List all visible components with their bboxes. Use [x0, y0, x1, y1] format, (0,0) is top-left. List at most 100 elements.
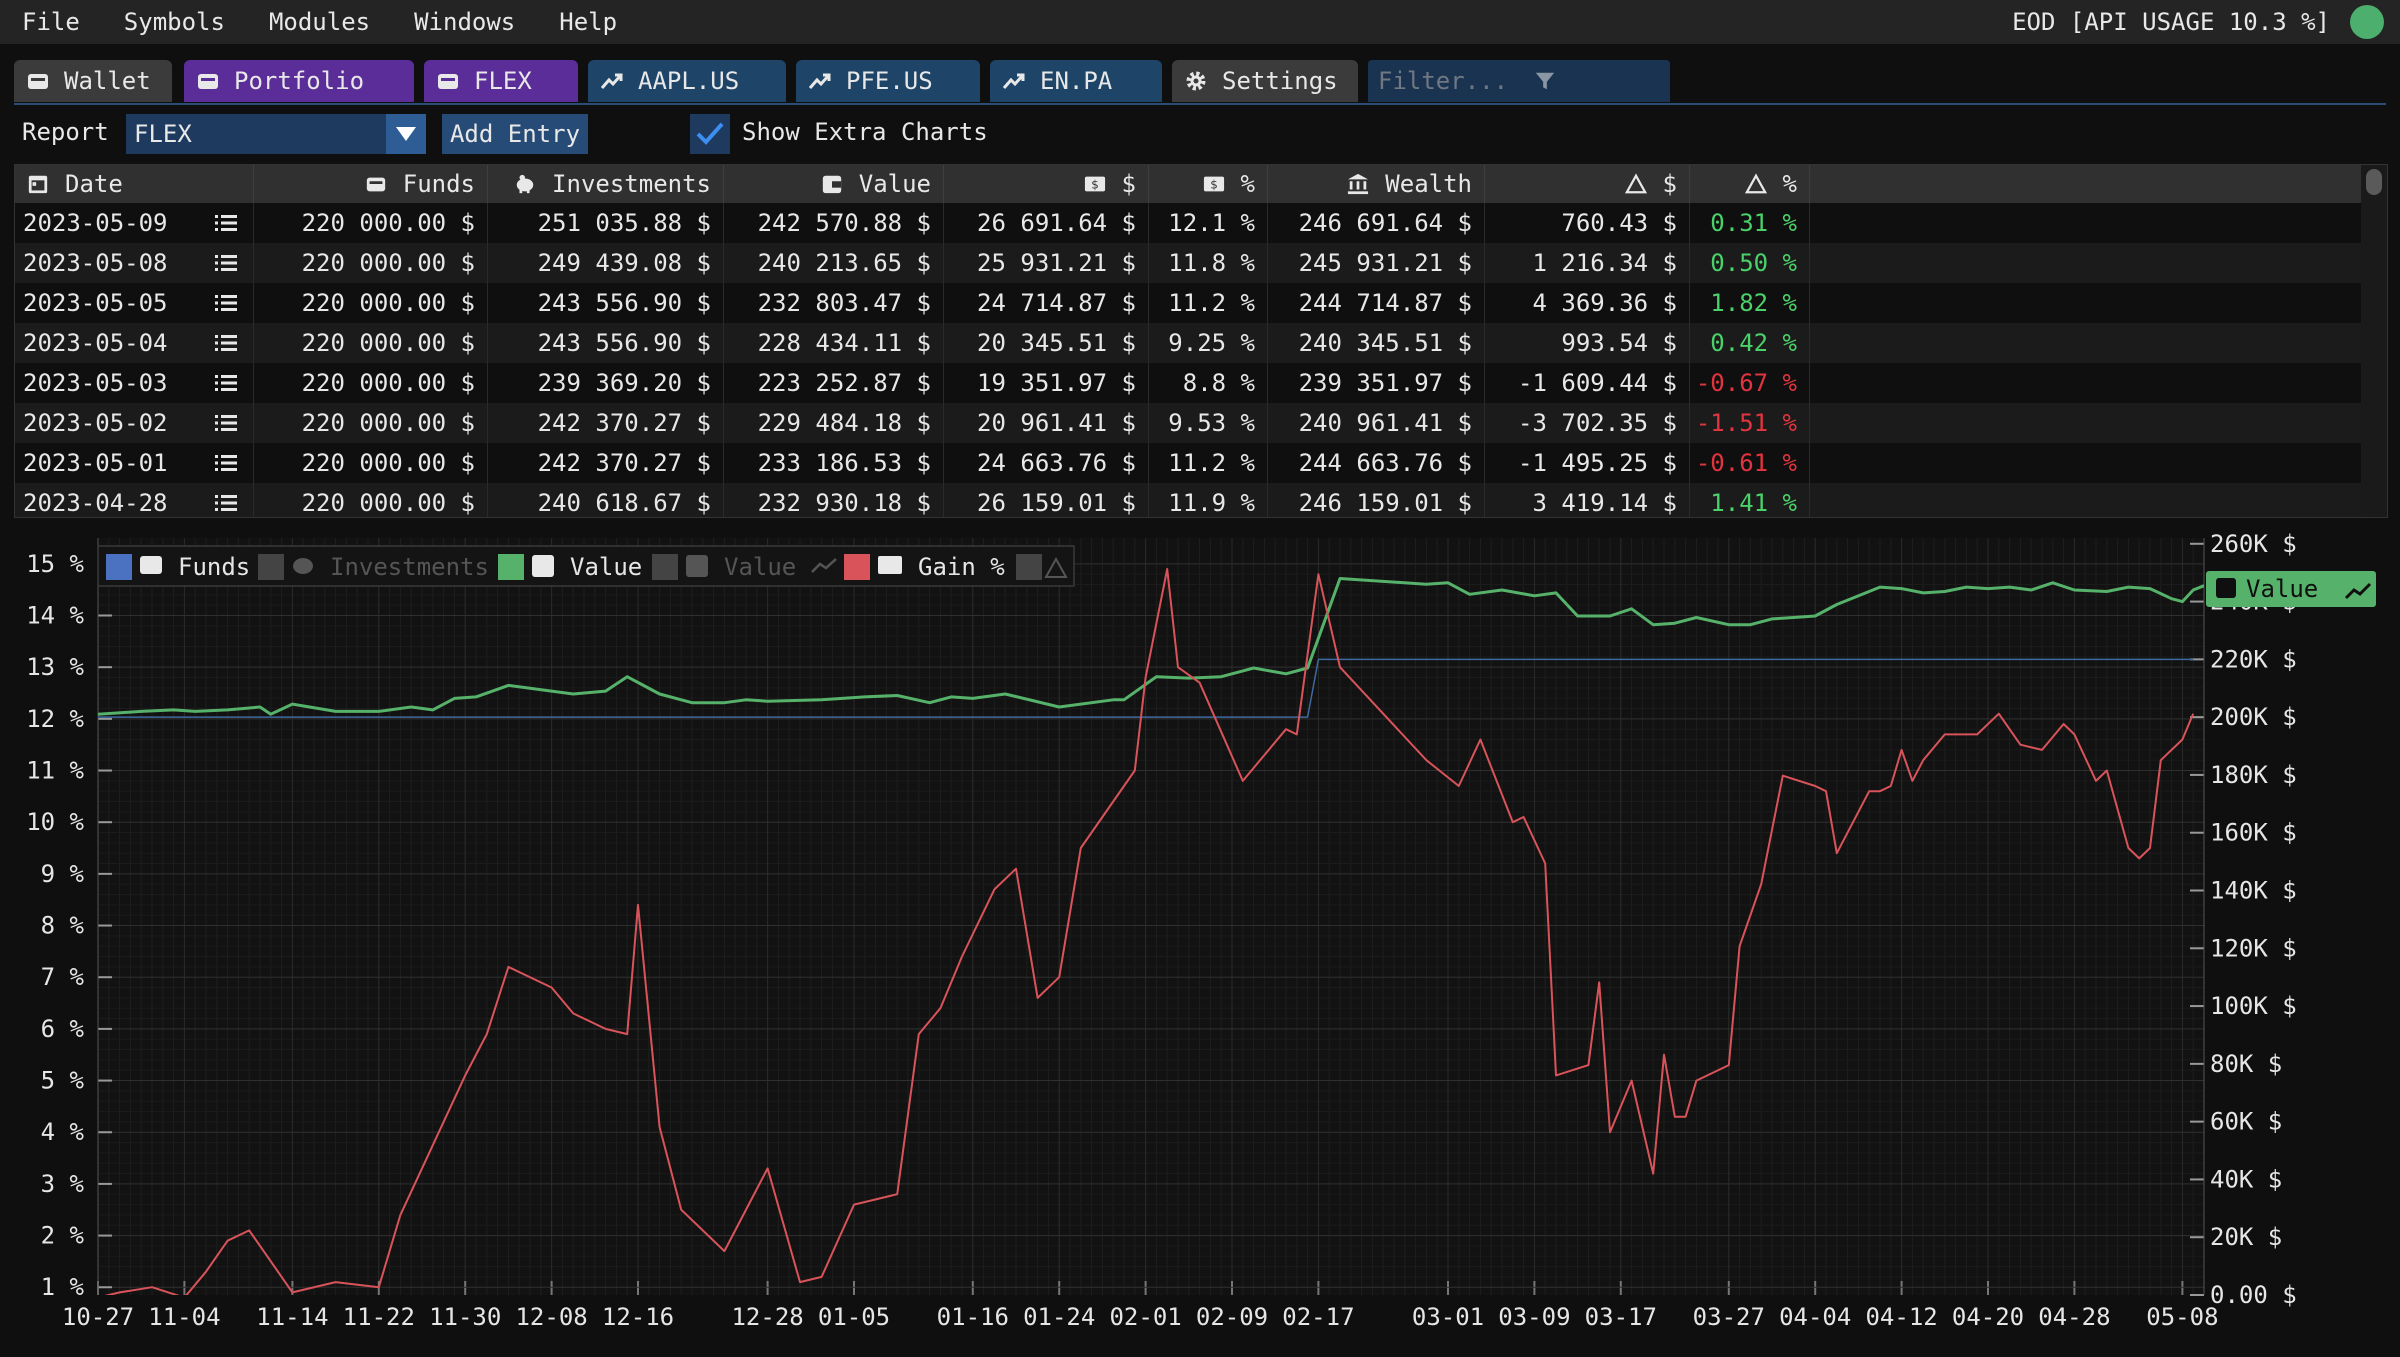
column-header-date[interactable]: Date — [15, 165, 254, 203]
tab-pfe[interactable]: PFE.US — [796, 60, 980, 102]
x-tick-label: 05-08 — [2146, 1303, 2218, 1331]
portfolio-chart-svg[interactable]: 10-27 11-04 11-14 11-22 11-30 12-08 12-16 12-28… — [0, 528, 2400, 1357]
column-header-delta[interactable]: $ — [1485, 165, 1690, 203]
cell-gain-pct: 8.8 % — [1149, 363, 1268, 403]
table-row[interactable]: 2023-05-01 220 000.00 $242 370.27 $233 18… — [15, 443, 1810, 483]
cell-delta-pct: 0.50 % — [1690, 243, 1810, 283]
list-icon[interactable] — [215, 493, 237, 513]
cell-funds: 220 000.00 $ — [254, 483, 488, 517]
tab-portfolio[interactable]: Portfolio — [184, 60, 414, 102]
legend-swatch[interactable] — [106, 554, 132, 580]
table-row-filler — [1810, 323, 2364, 363]
menu-file[interactable]: File — [22, 8, 80, 36]
portfolio-chart[interactable]: 10-27 11-04 11-14 11-22 11-30 12-08 12-16 12-28… — [0, 528, 2400, 1357]
tab-label: FLEX — [474, 67, 532, 95]
show-extra-charts-checkbox[interactable] — [690, 114, 730, 154]
x-tick-label: 12-08 — [515, 1303, 587, 1331]
chevron-down-icon[interactable] — [386, 114, 426, 154]
legend-swatch[interactable] — [652, 554, 678, 580]
y-left-tick-label: 12 % — [26, 705, 84, 733]
y-left-tick-label: 1 % — [41, 1273, 85, 1301]
y-left-tick-label: 7 % — [41, 963, 85, 991]
cell-value: 240 213.65 $ — [724, 243, 944, 283]
tab-settings[interactable]: Settings — [1172, 60, 1358, 102]
list-icon[interactable] — [215, 413, 237, 433]
table-scrollbar[interactable] — [2361, 165, 2387, 517]
legend-swatch[interactable] — [258, 554, 284, 580]
report-select[interactable]: FLEX — [126, 114, 426, 154]
filter-icon[interactable] — [1534, 70, 1556, 92]
table-row[interactable]: 2023-05-08 220 000.00 $249 439.08 $240 21… — [15, 243, 1810, 283]
y-left-tick-label: 14 % — [26, 602, 84, 630]
svg-text:$: $ — [1091, 178, 1099, 192]
column-header-delta-pct[interactable]: % — [1690, 165, 1810, 203]
tab-wallet[interactable]: Wallet — [14, 60, 172, 102]
column-header-label: Investments — [552, 170, 711, 198]
legend-swatch[interactable] — [1016, 554, 1042, 580]
list-icon[interactable] — [215, 213, 237, 233]
cell-date: 2023-05-01 — [15, 443, 254, 483]
cell-funds: 220 000.00 $ — [254, 363, 488, 403]
legend-swatch[interactable] — [498, 554, 524, 580]
x-tick-label: 02-01 — [1109, 1303, 1181, 1331]
value-line[interactable] — [98, 577, 2204, 716]
legend-label[interactable]: Gain % — [918, 553, 1005, 581]
list-icon[interactable] — [215, 253, 237, 273]
tab-label: Portfolio — [234, 67, 365, 95]
report-label: Report — [22, 118, 109, 146]
list-icon[interactable] — [215, 373, 237, 393]
column-header-value[interactable]: Value — [724, 165, 944, 203]
list-icon[interactable] — [215, 453, 237, 473]
column-header-investments[interactable]: Investments — [488, 165, 724, 203]
column-header-funds[interactable]: Funds — [254, 165, 488, 203]
table-row[interactable]: 2023-05-02 220 000.00 $242 370.27 $229 48… — [15, 403, 1810, 443]
piggy-bank-icon — [293, 558, 313, 574]
funds-line[interactable] — [98, 658, 2194, 718]
table-row[interactable]: 2023-05-05 220 000.00 $243 556.90 $232 80… — [15, 283, 1810, 323]
cell-delta-pct: 0.42 % — [1690, 323, 1810, 363]
tab-filter-input[interactable] — [1378, 67, 1528, 95]
menu-help[interactable]: Help — [559, 8, 618, 36]
y-right-tick-label: 180K $ — [2210, 761, 2297, 789]
column-header-gain[interactable]: $ $ — [944, 165, 1149, 203]
cell-delta: 760.43 $ — [1485, 203, 1690, 243]
cell-gain-pct: 11.2 % — [1149, 283, 1268, 323]
value-axis-tag[interactable] — [2206, 571, 2376, 607]
show-extra-charts-label: Show Extra Charts — [742, 118, 988, 146]
trend-icon — [811, 558, 837, 573]
wallet-icon — [2216, 578, 2236, 598]
menu-symbols[interactable]: Symbols — [123, 8, 225, 36]
legend-label[interactable]: Value — [724, 553, 796, 581]
table-row[interactable]: 2023-05-09 220 000.00 $251 035.88 $242 57… — [15, 203, 1810, 243]
x-tick-label: 04-28 — [2038, 1303, 2110, 1331]
menu-windows[interactable]: Windows — [414, 8, 516, 36]
gain-pct-line[interactable] — [98, 568, 2195, 1298]
tab-label: AAPL.US — [638, 67, 740, 95]
x-tick-label: 02-09 — [1196, 1303, 1268, 1331]
plot-area[interactable] — [98, 538, 2204, 1295]
cell-investments: 242 370.27 $ — [488, 443, 724, 483]
connection-status-indicator[interactable] — [2350, 5, 2384, 39]
money-bill-icon: $ — [1084, 176, 1105, 192]
table-row[interactable]: 2023-04-28 220 000.00 $240 618.67 $232 93… — [15, 483, 1810, 517]
table-row-filler — [1810, 403, 2364, 443]
table-row[interactable]: 2023-05-03 220 000.00 $239 369.20 $223 25… — [15, 363, 1810, 403]
column-header-wealth[interactable]: Wealth — [1268, 165, 1485, 203]
table-row[interactable]: 2023-05-04 220 000.00 $243 556.90 $228 43… — [15, 323, 1810, 363]
list-icon[interactable] — [215, 333, 237, 353]
cell-investments: 239 369.20 $ — [488, 363, 724, 403]
legend-label[interactable]: Investments — [330, 553, 489, 581]
value-axis-tag-label: Value — [2246, 575, 2318, 603]
table-scrollbar-thumb[interactable] — [2366, 169, 2382, 195]
legend-label[interactable]: Value — [570, 553, 642, 581]
legend-swatch[interactable] — [844, 554, 870, 580]
menu-modules[interactable]: Modules — [268, 8, 371, 36]
column-header-gain-pct[interactable]: $ % — [1149, 165, 1268, 203]
tab-flex[interactable]: FLEX — [424, 60, 578, 102]
tab-en-pa[interactable]: EN.PA — [990, 60, 1162, 102]
add-entry-button[interactable]: Add Entry — [442, 114, 588, 154]
list-icon[interactable] — [215, 293, 237, 313]
y-right-tick-label: 0.00 $ — [2210, 1281, 2297, 1309]
tab-aapl[interactable]: AAPL.US — [588, 60, 786, 102]
legend-label[interactable]: Funds — [178, 553, 250, 581]
